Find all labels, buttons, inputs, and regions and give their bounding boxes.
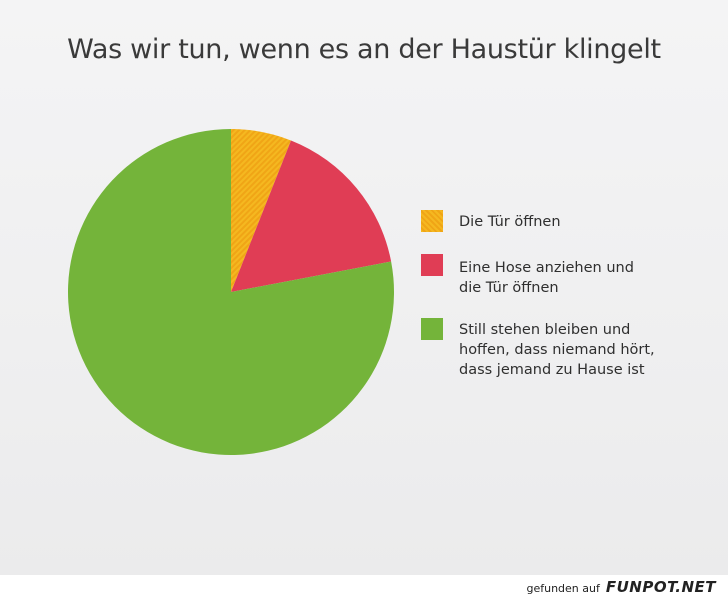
legend-swatch-pants bbox=[421, 254, 443, 276]
chart-title: Was wir tun, wenn es an der Haustür klin… bbox=[67, 34, 661, 65]
footer-credit[interactable]: gefunden auf FUNPOT.NET bbox=[526, 578, 716, 596]
page: Was wir tun, wenn es an der Haustür klin… bbox=[0, 0, 728, 575]
pie-slice-stand-still bbox=[68, 129, 394, 455]
footer-bar: gefunden auf FUNPOT.NET bbox=[0, 575, 728, 597]
pie-chart bbox=[68, 129, 394, 455]
legend-swatch-door bbox=[421, 210, 443, 232]
legend-label-door: Die Tür öffnen bbox=[459, 214, 561, 230]
pie-slice-door bbox=[231, 129, 292, 292]
legend-swatch-stand-still bbox=[421, 318, 443, 340]
pie-slice-pants bbox=[231, 140, 392, 292]
footer-prefix: gefunden auf bbox=[526, 582, 600, 595]
legend-label-pants: Eine Hose anziehen und die Tür öffnen bbox=[459, 260, 634, 296]
legend-label-stand-still: Still stehen bleiben und hoffen, dass ni… bbox=[459, 322, 655, 378]
footer-brand-logo[interactable]: FUNPOT.NET bbox=[605, 578, 716, 596]
